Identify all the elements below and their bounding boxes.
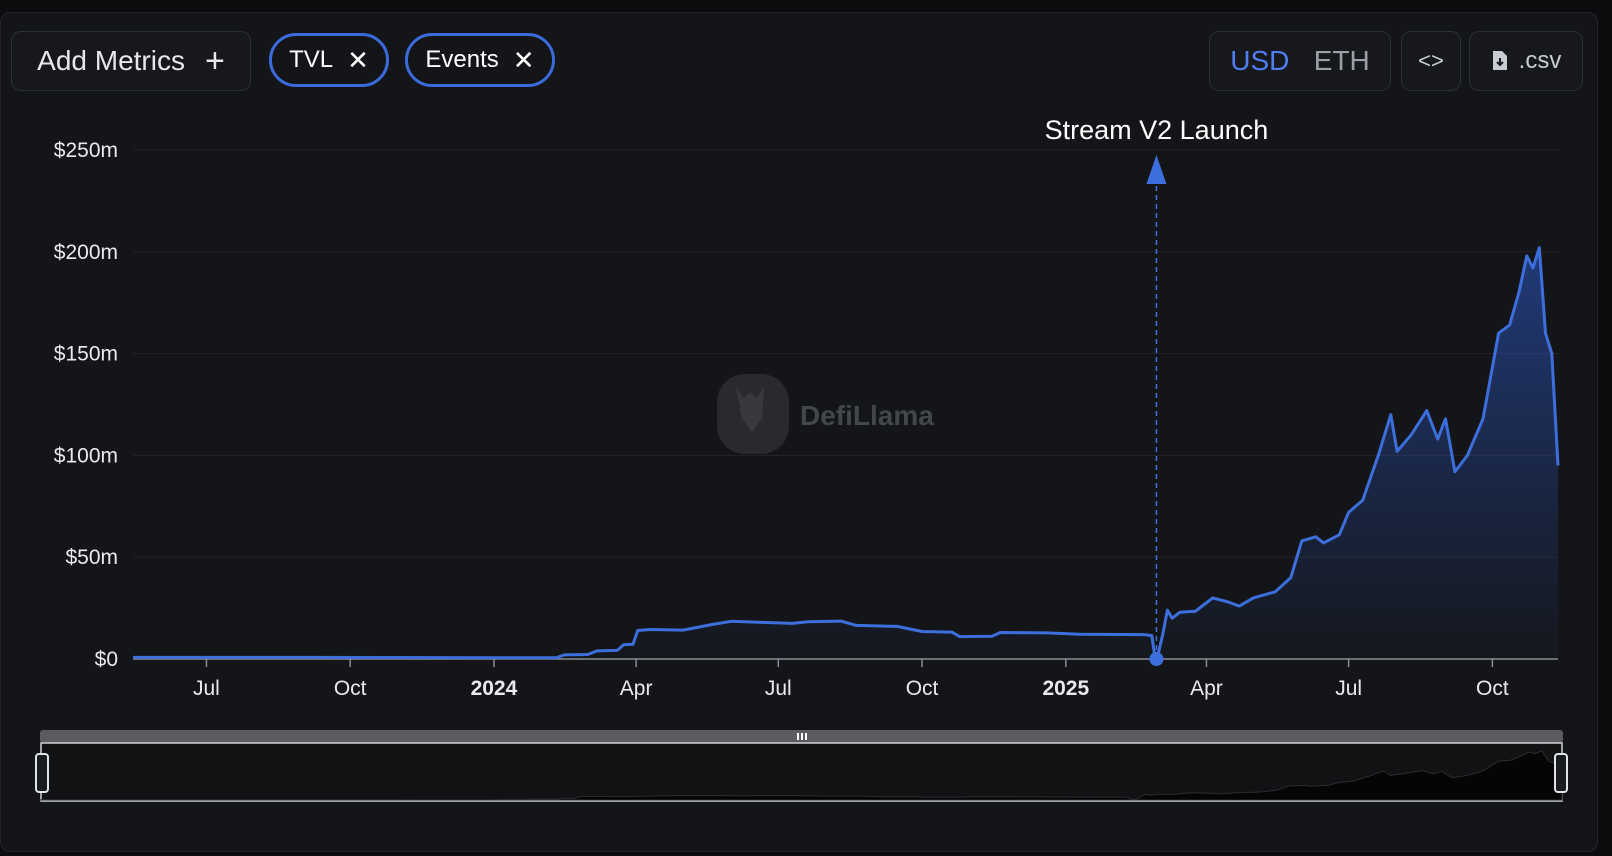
y-axis: $0 $50m $100m $150m $200m $250m bbox=[54, 139, 118, 671]
mini-tvl-area bbox=[40, 750, 1563, 801]
chart-toolbar: Add Metrics + TVL ✕ Events ✕ USD ETH <> … bbox=[1, 13, 1597, 103]
x-tick-label: Oct bbox=[334, 677, 367, 700]
x-tick-label: Oct bbox=[906, 677, 939, 700]
watermark-text: DefiLlama bbox=[800, 400, 934, 431]
csv-label: .csv bbox=[1518, 47, 1562, 74]
currency-usd-option[interactable]: USD bbox=[1230, 45, 1290, 76]
chart-panel: Add Metrics + TVL ✕ Events ✕ USD ETH <> … bbox=[0, 12, 1598, 852]
code-icon: <> bbox=[1418, 48, 1444, 73]
metric-chip-label: TVL bbox=[289, 46, 334, 73]
embed-button[interactable]: <> bbox=[1401, 31, 1461, 91]
llama-logo-icon bbox=[717, 374, 789, 454]
event-label: Stream V2 Launch bbox=[1045, 115, 1269, 145]
x-tick-label: Apr bbox=[620, 677, 653, 700]
currency-eth-option[interactable]: ETH bbox=[1313, 45, 1370, 76]
event-arrow-icon bbox=[1146, 155, 1167, 184]
y-tick-label: $50m bbox=[65, 546, 118, 569]
metric-chip-tvl[interactable]: TVL ✕ bbox=[269, 33, 389, 87]
plus-icon: + bbox=[204, 42, 225, 80]
tvl-area bbox=[133, 247, 1558, 659]
currency-toggle: USD ETH bbox=[1209, 31, 1391, 91]
x-tick-label: 2025 bbox=[1042, 677, 1089, 700]
x-tick-label: Jul bbox=[765, 677, 792, 700]
x-tick-label: Jul bbox=[1335, 677, 1362, 700]
metric-chip-label: Events bbox=[425, 46, 499, 73]
grid-lines bbox=[133, 149, 1558, 558]
x-axis: Jul Oct 2024 Apr Jul Oct 2025 Apr Jul Oct bbox=[133, 658, 1558, 700]
range-brush[interactable] bbox=[35, 730, 1568, 802]
add-metrics-label: Add Metrics bbox=[37, 45, 185, 76]
brush-handle-left[interactable] bbox=[35, 753, 49, 793]
y-tick-label: $250m bbox=[54, 139, 118, 162]
x-tick-label: Oct bbox=[1476, 677, 1509, 700]
x-tick-label: 2024 bbox=[471, 677, 518, 700]
add-metrics-button[interactable]: Add Metrics + bbox=[11, 31, 251, 91]
event-dot[interactable] bbox=[1149, 652, 1164, 666]
close-icon[interactable]: ✕ bbox=[347, 45, 369, 75]
close-icon[interactable]: ✕ bbox=[512, 45, 535, 75]
download-csv-button[interactable]: .csv bbox=[1469, 31, 1583, 91]
file-download-icon bbox=[1492, 51, 1507, 70]
brush-handle-right[interactable] bbox=[1554, 753, 1568, 793]
watermark: DefiLlama bbox=[717, 374, 934, 454]
y-tick-label: $150m bbox=[54, 343, 118, 366]
metric-chip-events[interactable]: Events ✕ bbox=[405, 33, 555, 87]
event-annotations: Stream V2 Launch bbox=[1045, 115, 1269, 666]
y-tick-label: $100m bbox=[54, 444, 118, 467]
x-tick-label: Apr bbox=[1190, 677, 1223, 700]
brush-grip-icon[interactable] bbox=[797, 733, 807, 740]
tvl-series-line bbox=[133, 246, 1560, 660]
y-tick-label: $200m bbox=[54, 241, 118, 264]
x-tick-label: Jul bbox=[193, 677, 220, 700]
y-tick-label: $0 bbox=[95, 648, 118, 671]
